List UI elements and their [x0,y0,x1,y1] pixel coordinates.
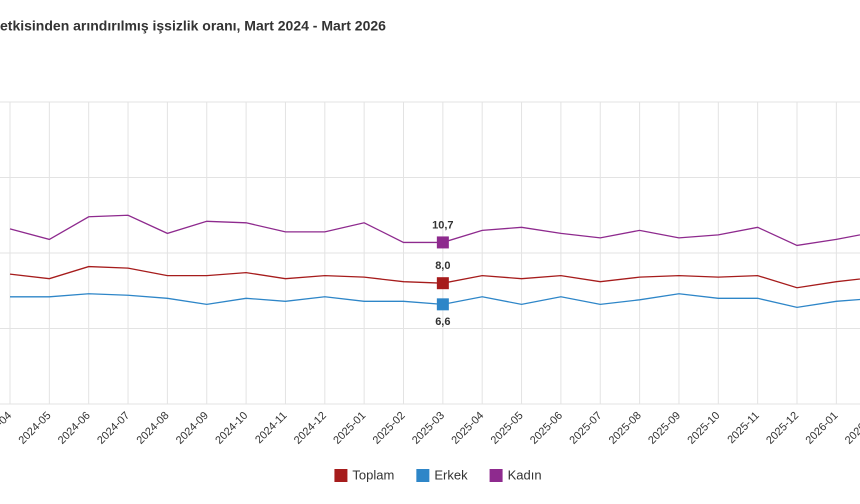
x-tick-label: 2025-09 [646,410,683,447]
x-tick-label: 2026-01 [803,410,840,447]
x-tick-label: 2025-05 [489,410,526,447]
data-label: 10,7 [432,219,453,231]
x-tick-label: 2025-03 [410,410,447,447]
data-label: 6,6 [435,316,450,328]
x-tick-label: 2025-01 [331,410,368,447]
x-tick-label: 2024-10 [213,410,250,447]
legend-label: Kadın [508,467,542,482]
x-tick-label: 2025-04 [449,410,486,447]
x-tick-label: 2024-06 [56,410,93,447]
x-tick-label: 2025-12 [764,410,801,447]
point-marker [436,236,449,249]
chart-title: etkisinden arındırılmış işsizlik oranı, … [0,18,386,34]
x-tick-label: 2024-12 [292,410,329,447]
legend-swatch [334,469,348,482]
x-tick-label: 2025-08 [607,410,644,447]
x-tick-label: 2024-07 [95,410,132,447]
legend-label: Toplam [352,467,394,482]
x-tick-label: 2026-02 [843,410,860,447]
legend-label: Erkek [434,467,468,482]
x-tick-label: 2025-07 [567,410,604,447]
point-marker [436,298,449,311]
x-tick-label: 2025-11 [725,410,761,446]
legend-swatch [416,469,430,482]
point-marker [436,277,449,290]
x-tick-label: 2024-05 [16,410,53,447]
legend: Toplam Erkek Kadın [334,467,542,482]
series-line [10,293,860,309]
x-tick-label: 2024-04 [0,410,14,447]
legend-swatch [489,469,503,482]
x-tick-label: 2025-10 [685,410,722,447]
x-tick-label: 2025-06 [528,410,565,447]
x-tick-label: 2025-02 [371,410,408,447]
x-tick-label: 2024-11 [253,410,289,446]
x-tick-label: 2024-09 [174,410,211,447]
x-tick-label: 2024-08 [135,410,172,447]
data-label: 8,0 [435,260,450,272]
